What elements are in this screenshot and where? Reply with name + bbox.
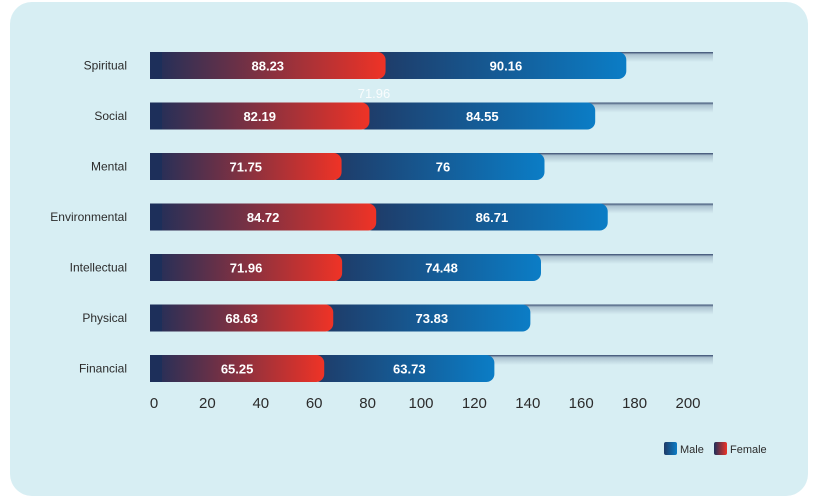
category-label: Financial: [79, 362, 127, 376]
bar-female: [150, 254, 343, 281]
bar-female: [150, 153, 342, 180]
bar-female-edge: [150, 153, 162, 180]
legend-swatch-male: [664, 442, 677, 455]
data-label-male: 84.55: [466, 109, 499, 124]
x-tick-label: 140: [515, 395, 540, 412]
x-tick-label: 80: [359, 395, 376, 412]
bar-female: [150, 355, 325, 382]
bar-female-edge: [150, 203, 162, 231]
x-tick-label: 160: [569, 395, 594, 412]
x-tick-label: 40: [252, 395, 269, 412]
bar-female: [150, 102, 370, 130]
x-tick-label: 0: [150, 395, 158, 412]
bar-male: [364, 203, 608, 231]
bar-male: [329, 153, 545, 180]
category-label: Mental: [91, 160, 127, 174]
data-label-female: 88.23: [252, 59, 285, 74]
data-label-female: 82.19: [243, 109, 276, 124]
category-label: Social: [94, 109, 127, 123]
bar-male: [321, 304, 531, 332]
stray-data-label: 71.96: [358, 86, 391, 101]
legend-swatch-female: [714, 442, 727, 455]
x-tick-label: 100: [408, 395, 433, 412]
bar-male: [312, 355, 495, 382]
bars: 88.23 90.16 82.19 84.55 71.75 76 84.72 86.71 71.…: [150, 52, 627, 382]
bar-female: [150, 203, 377, 231]
data-label-female: 71.75: [230, 160, 263, 175]
bar-male: [330, 254, 541, 281]
bar-female: [150, 52, 386, 79]
category-label: Physical: [82, 311, 127, 325]
category-label: Environmental: [50, 210, 127, 224]
legend-label-female: Female: [730, 444, 767, 456]
x-tick-label: 180: [622, 395, 647, 412]
bar-male: [373, 52, 627, 79]
data-label-female: 84.72: [247, 210, 280, 225]
bar-female-edge: [150, 355, 162, 382]
bar-female: [150, 304, 334, 332]
legend-label-male: Male: [680, 444, 704, 456]
x-tick-label: 20: [199, 395, 216, 412]
data-label-male: 76: [436, 160, 450, 175]
x-tick-label: 200: [675, 395, 700, 412]
category-label: Intellectual: [70, 261, 127, 275]
data-label-male: 74.48: [425, 261, 458, 276]
data-label-male: 63.73: [393, 362, 426, 377]
chart-card: [10, 2, 808, 496]
data-label-female: 65.25: [221, 362, 254, 377]
x-tick-label: 120: [462, 395, 487, 412]
category-labels: Spiritual Social Mental Environmental Intell…: [50, 59, 127, 376]
bar-male: [357, 102, 596, 130]
bar-female-edge: [150, 304, 162, 332]
bar-female-edge: [150, 254, 162, 281]
x-tick-label: 60: [306, 395, 323, 412]
data-label-male: 90.16: [490, 59, 523, 74]
bar-female-edge: [150, 102, 162, 130]
data-label-male: 73.83: [416, 311, 449, 326]
data-label-female: 68.63: [225, 311, 258, 326]
bar-female-edge: [150, 52, 162, 79]
legend: Male Female: [664, 442, 767, 456]
data-label-female: 71.96: [230, 261, 263, 276]
x-axis-ticks: 0 20 40 60 80 100 120 140 160 180 200: [150, 395, 701, 412]
category-label: Spiritual: [84, 59, 127, 73]
data-label-male: 86.71: [476, 210, 509, 225]
